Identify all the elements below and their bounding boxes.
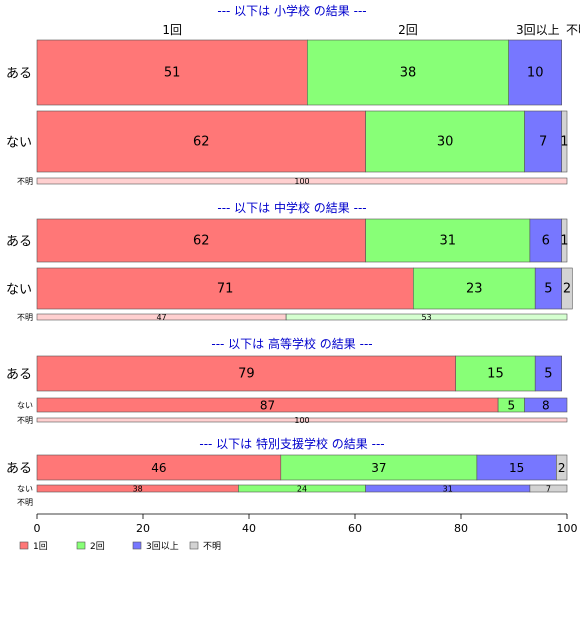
bar-value-label: 47 xyxy=(156,313,166,322)
bar-segment xyxy=(36,417,568,423)
row-label: ない xyxy=(17,401,33,410)
bar-value-label: 15 xyxy=(509,461,524,475)
legend-swatch xyxy=(76,541,86,550)
bar-value-label: 31 xyxy=(439,234,456,249)
bar-segment xyxy=(365,110,525,173)
bar-segment xyxy=(524,397,568,413)
x-tick-label: 20 xyxy=(136,522,150,535)
bar-value-label: 53 xyxy=(421,313,431,322)
bar-segment xyxy=(561,267,573,310)
row-label: 不明 xyxy=(17,416,33,425)
row-label: ある xyxy=(6,462,32,477)
bar-segment xyxy=(534,355,563,392)
top-category-label: 2回 xyxy=(398,23,418,37)
bar-value-label: 87 xyxy=(260,399,275,413)
row-label: ある xyxy=(6,368,32,383)
top-category-label: 3回以上 xyxy=(516,23,560,37)
top-category-label: 1回 xyxy=(162,23,182,37)
bar-value-label: 100 xyxy=(294,416,309,425)
legend-label: 不明 xyxy=(203,541,221,552)
x-tick-label: 80 xyxy=(454,522,468,535)
bar-value-label: 38 xyxy=(133,485,143,494)
bar-value-label: 8 xyxy=(542,399,550,413)
bar-segment xyxy=(476,454,557,481)
panel-title: --- 以下は 高等学校 の結果 --- xyxy=(211,336,372,351)
bar-segment xyxy=(36,110,366,173)
bar-value-label: 38 xyxy=(400,66,417,81)
bar-segment xyxy=(36,177,568,185)
panel-title: --- 以下は 小学校 の結果 --- xyxy=(217,3,366,18)
bar-value-label: 10 xyxy=(527,66,544,81)
bar-segment xyxy=(455,355,536,392)
bar-value-label: 71 xyxy=(217,282,234,297)
x-tick-label: 0 xyxy=(34,522,41,535)
bar-value-label: 5 xyxy=(544,367,552,382)
bar-segment xyxy=(36,39,308,106)
legend-label: 2回 xyxy=(90,541,105,552)
bar-value-label: 62 xyxy=(193,135,210,150)
bar-segment xyxy=(529,484,568,493)
row-label: ない xyxy=(17,485,33,494)
bar-value-label: 23 xyxy=(466,282,483,297)
bar-value-label: 7 xyxy=(539,135,547,150)
bar-segment xyxy=(529,218,563,263)
bar-value-label: 7 xyxy=(546,485,551,494)
bar-value-label: 62 xyxy=(193,234,210,249)
bar-segment xyxy=(561,110,568,173)
bar-value-label: 37 xyxy=(371,461,386,475)
legend-label: 1回 xyxy=(33,541,48,552)
bar-value-label: 6 xyxy=(542,234,550,249)
bar-value-label: 2 xyxy=(558,461,566,475)
bar-segment xyxy=(36,218,366,263)
row-label: ある xyxy=(6,67,32,82)
bar-value-label: 100 xyxy=(294,177,309,186)
row-label: ある xyxy=(6,235,32,250)
bar-segment xyxy=(36,454,282,481)
bar-segment xyxy=(508,39,563,106)
bar-value-label: 31 xyxy=(443,485,453,494)
top-category-label: 不明 xyxy=(566,23,580,37)
bar-value-label: 15 xyxy=(487,367,504,382)
row-label: ない xyxy=(6,136,32,151)
panel-title: --- 以下は 特別支援学校 の結果 --- xyxy=(199,436,384,451)
x-tick-label: 100 xyxy=(557,522,578,535)
bar-segment xyxy=(306,39,509,106)
bar-value-label: 5 xyxy=(508,399,516,413)
bar-segment xyxy=(36,267,414,310)
panel-title: --- 以下は 中学校 の結果 --- xyxy=(217,200,366,215)
bar-segment xyxy=(561,218,568,263)
row-label: 不明 xyxy=(17,498,33,507)
legend-swatch xyxy=(189,541,199,550)
bar-value-label: 1 xyxy=(560,234,568,249)
x-tick-label: 60 xyxy=(348,522,362,535)
legend-label: 3回以上 xyxy=(146,541,179,552)
bar-segment xyxy=(36,355,457,392)
bar-value-label: 24 xyxy=(297,485,307,494)
bar-value-label: 46 xyxy=(151,461,166,475)
bar-segment xyxy=(365,218,531,263)
x-tick-label: 40 xyxy=(242,522,256,535)
bar-value-label: 1 xyxy=(560,135,568,150)
legend-swatch xyxy=(132,541,142,550)
row-label: 不明 xyxy=(17,177,33,186)
bar-segment xyxy=(524,110,562,173)
bar-value-label: 79 xyxy=(238,367,255,382)
bar-segment xyxy=(412,267,536,310)
bar-segment xyxy=(556,454,568,481)
bar-value-label: 2 xyxy=(563,282,571,297)
bar-value-label: 5 xyxy=(544,282,552,297)
bar-segment xyxy=(285,313,568,321)
bar-value-label: 51 xyxy=(164,66,181,81)
row-label: 不明 xyxy=(17,313,33,322)
bar-value-label: 30 xyxy=(437,135,454,150)
legend-swatch xyxy=(19,541,29,550)
row-label: ない xyxy=(6,283,32,298)
